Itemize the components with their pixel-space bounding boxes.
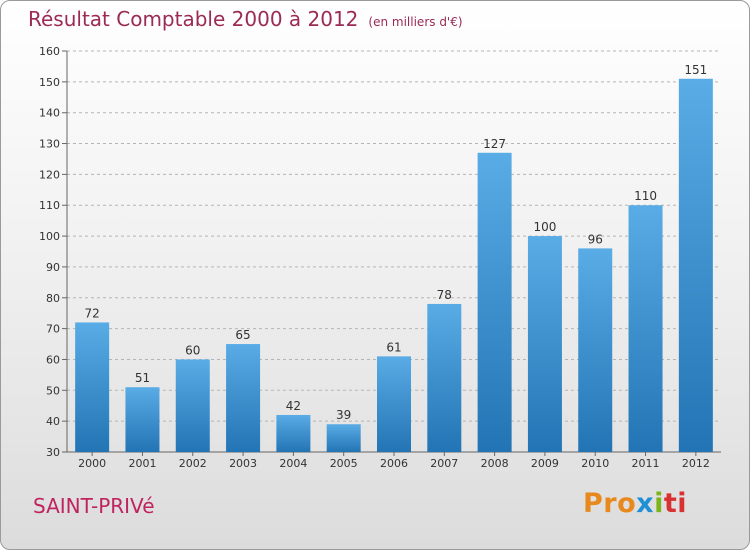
data-label-2004: 42: [286, 399, 301, 413]
data-label-2005: 39: [336, 408, 351, 422]
y-tick-label: 130: [39, 138, 60, 151]
bar-2010: [578, 248, 613, 452]
bar-2000: [75, 322, 110, 452]
bar-2004: [276, 414, 311, 452]
x-tick-label: 2004: [279, 457, 307, 470]
x-tick-label: 2009: [531, 457, 559, 470]
bar-2011: [628, 205, 663, 452]
data-labels: 72 51 60 65 42 39 61 78 127 100 96 110 151: [85, 63, 708, 422]
data-label-2010: 96: [588, 232, 603, 246]
bar-2012: [678, 78, 713, 452]
bar-2007: [427, 303, 462, 452]
y-tick-label: 30: [46, 446, 60, 459]
bar-2009: [527, 236, 562, 452]
x-tick-label: 2008: [481, 457, 509, 470]
city-name: SAINT-PRIVé: [33, 494, 155, 518]
x-tick-label: 2011: [632, 457, 660, 470]
data-label-2012: 151: [684, 63, 707, 77]
data-label-2008: 127: [483, 137, 506, 151]
y-tick-label: 70: [46, 323, 60, 336]
data-label-2007: 78: [437, 288, 452, 302]
bar-2005: [326, 424, 361, 452]
x-tick-label: 2003: [229, 457, 257, 470]
y-tick-label: 40: [46, 415, 60, 428]
x-tick-label: 2001: [128, 457, 156, 470]
proxiti-logo[interactable]: Proxiti: [583, 488, 688, 519]
x-tick-label: 2002: [179, 457, 207, 470]
bar-2001: [125, 387, 160, 452]
y-tick-label: 120: [39, 168, 60, 181]
x-tick-label: 2007: [430, 457, 458, 470]
y-tick-label: 160: [39, 45, 60, 58]
x-tick-label: 2010: [581, 457, 609, 470]
data-label-2002: 60: [185, 343, 200, 357]
y-tick-label: 140: [39, 107, 60, 120]
x-tick-label: 2012: [682, 457, 710, 470]
data-label-2003: 65: [235, 328, 250, 342]
y-tick-label: 80: [46, 292, 60, 305]
y-tick-label: 50: [46, 384, 60, 397]
bars: [75, 78, 713, 453]
chart-title: Résultat Comptable 2000 à 2012 (en millie…: [28, 7, 463, 31]
y-tick-label: 90: [46, 261, 60, 274]
chart-unit: (en milliers d'€): [368, 15, 463, 29]
data-label-2001: 51: [135, 371, 150, 385]
x-tick-label: 2005: [330, 457, 358, 470]
data-label-2011: 110: [634, 189, 657, 203]
y-tick-label: 110: [39, 199, 60, 212]
x-tick-label: 2006: [380, 457, 408, 470]
y-tick-label: 60: [46, 353, 60, 366]
data-label-2006: 61: [386, 340, 401, 354]
axes: 30 40 50 60 70 80 90 100 110 120 130 140 150 160 2000 2…: [39, 45, 721, 470]
bar-2003: [226, 344, 261, 452]
x-tick-label: 2000: [78, 457, 106, 470]
bar-2002: [175, 359, 210, 452]
chart-title-text: Résultat Comptable 2000 à 2012: [28, 7, 359, 31]
bar-2006: [377, 356, 411, 452]
y-tick-label: 150: [39, 76, 60, 89]
data-label-2000: 72: [85, 306, 100, 320]
bar-2008: [477, 152, 512, 453]
data-label-2009: 100: [533, 220, 556, 234]
y-tick-label: 100: [39, 230, 60, 243]
